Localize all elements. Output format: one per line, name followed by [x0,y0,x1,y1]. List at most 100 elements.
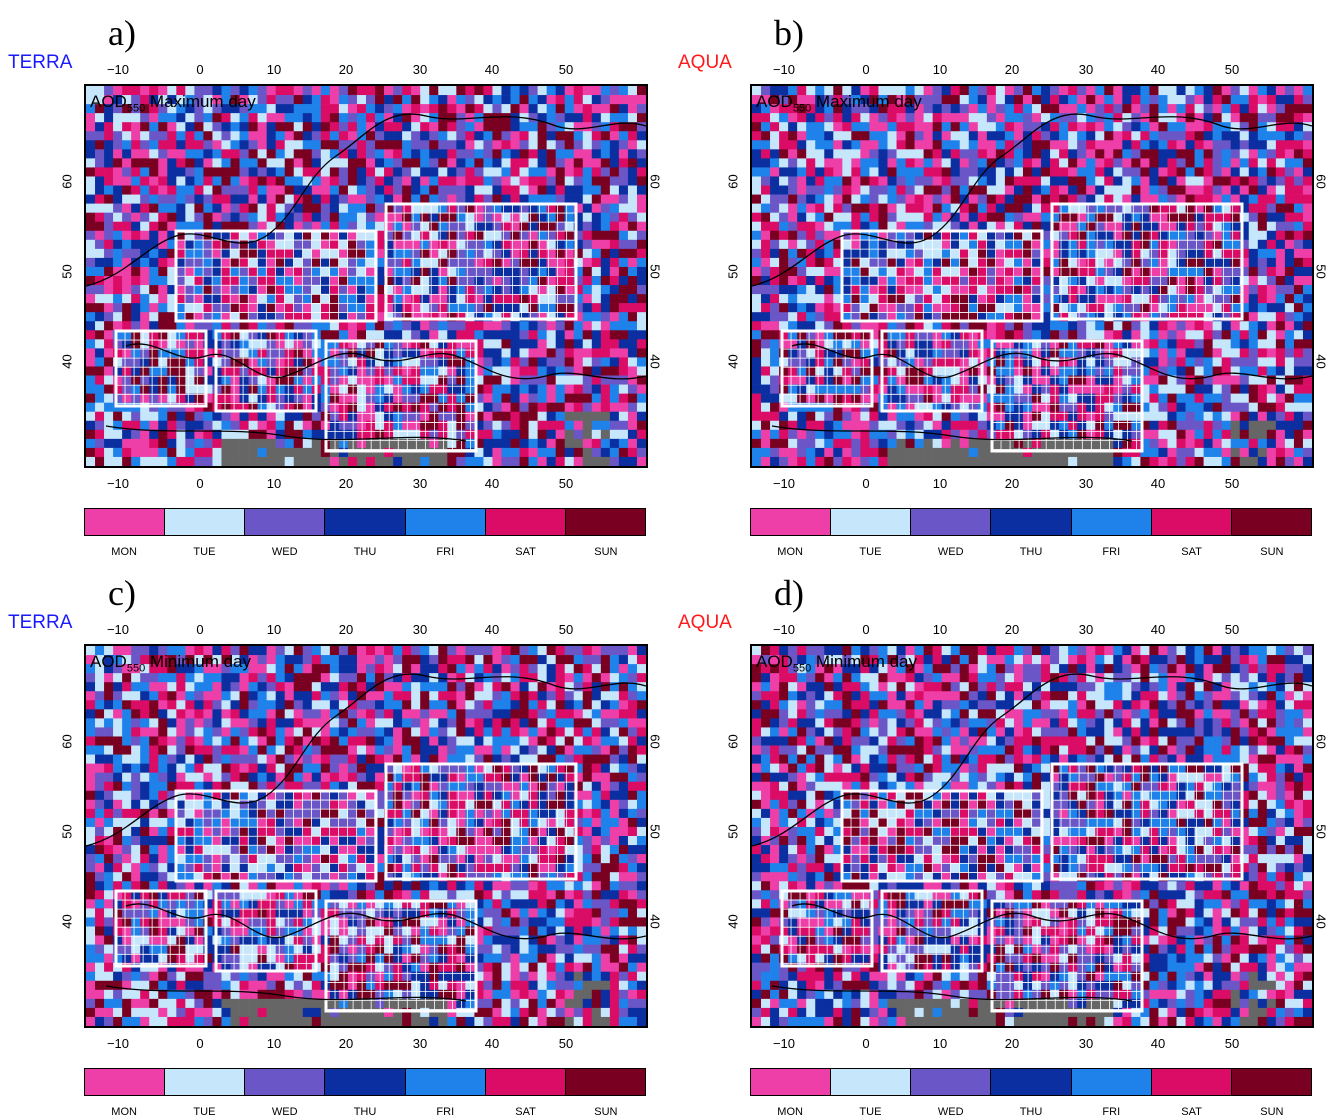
lon-tick-label: 40 [485,622,499,637]
colorbar-swatch-fri [1072,509,1152,535]
title-main: AOD [756,652,793,671]
map-title: AOD550 Maximum day [756,92,922,114]
colorbar-swatch-sat [486,509,566,535]
colorbar-label-thu: THU [354,546,377,558]
lon-tick-label: 50 [1225,1036,1239,1051]
lat-tick-label: 50 [1314,824,1329,838]
colorbar-swatch-sat [486,1069,566,1095]
colorbar-swatch-wed [911,509,991,535]
lon-tick-label: 30 [413,476,427,491]
lon-tick-label: 40 [1151,476,1165,491]
colorbar-label-mon: MON [777,546,803,558]
lon-tick-label: 0 [862,62,869,77]
colorbar-label-tue: TUE [193,1106,215,1118]
lat-tick-label: 50 [726,264,741,278]
lon-tick-label: 0 [196,476,203,491]
lat-tick-label: 60 [726,734,741,748]
colorbar-label-wed: WED [272,1106,298,1118]
colorbar-swatch-tue [831,509,911,535]
colorbar-swatch-mon [751,1069,831,1095]
lon-tick-label: 0 [196,62,203,77]
lon-tick-label: 40 [1151,62,1165,77]
satellite-label: AQUA [678,52,732,74]
lat-tick-label: 50 [1314,264,1329,278]
lon-tick-label: −10 [107,622,129,637]
aod-map: AOD550 Maximum day [750,84,1314,468]
colorbar-swatch-thu [325,1069,405,1095]
title-subscript: 550 [127,662,145,674]
colorbar-swatch-sat [1152,509,1232,535]
lon-tick-label: 20 [1005,1036,1019,1051]
colorbar-label-sun: SUN [594,1106,617,1118]
lon-tick-label: 10 [933,1036,947,1051]
weekday-colorbar [750,1068,1312,1096]
title-main: AOD [756,92,793,111]
lon-tick-label: −10 [773,622,795,637]
colorbar-label-tue: TUE [859,546,881,558]
colorbar-swatch-wed [911,1069,991,1095]
lon-tick-label: 20 [1005,622,1019,637]
aod-grid [752,86,1312,466]
lon-tick-label: −10 [773,476,795,491]
colorbar-swatch-fri [406,1069,486,1095]
colorbar-swatch-fri [406,509,486,535]
colorbar-swatch-tue [165,509,245,535]
lon-tick-label: 20 [1005,476,1019,491]
lon-tick-label: 30 [413,1036,427,1051]
colorbar-label-fri: FRI [1102,546,1120,558]
lat-tick-label: 40 [1314,914,1329,928]
lat-tick-label: 60 [60,734,75,748]
colorbar-swatch-fri [1072,1069,1152,1095]
map-title: AOD550 Minimum day [756,652,917,674]
title-subscript: 550 [127,102,145,114]
colorbar-swatch-mon [751,509,831,535]
lon-tick-label: −10 [107,1036,129,1051]
lon-tick-label: 30 [1079,476,1093,491]
colorbar-swatch-mon [85,1069,165,1095]
lon-tick-label: 10 [267,476,281,491]
lon-tick-label: 40 [485,1036,499,1051]
title-main: AOD [90,92,127,111]
title-subscript: 550 [793,662,811,674]
lon-tick-label: 20 [339,1036,353,1051]
colorbar-label-thu: THU [354,1106,377,1118]
colorbar-swatch-sun [1232,509,1311,535]
aod-map: AOD550 Minimum day [750,644,1314,1028]
colorbar-swatch-sun [566,1069,645,1095]
lon-tick-label: 10 [267,62,281,77]
colorbar-swatch-tue [165,1069,245,1095]
colorbar-label-sat: SAT [1181,546,1202,558]
lon-tick-label: 0 [196,622,203,637]
weekday-colorbar [84,1068,646,1096]
lon-tick-label: 40 [485,62,499,77]
lon-tick-label: −10 [773,62,795,77]
lat-tick-label: 60 [60,174,75,188]
aod-grid [752,646,1312,1026]
aod-map: AOD550 Minimum day [84,644,648,1028]
title-rest: Minimum day [811,652,917,671]
colorbar-label-tue: TUE [859,1106,881,1118]
panel-letter: c) [108,572,136,614]
colorbar-label-sun: SUN [594,546,617,558]
lon-tick-label: −10 [773,1036,795,1051]
colorbar-swatch-wed [245,509,325,535]
colorbar-swatch-mon [85,509,165,535]
colorbar-label-sun: SUN [1260,1106,1283,1118]
lon-tick-label: 0 [862,1036,869,1051]
lat-tick-label: 40 [726,354,741,368]
colorbar-label-mon: MON [111,1106,137,1118]
colorbar-label-tue: TUE [193,546,215,558]
colorbar-swatch-tue [831,1069,911,1095]
colorbar-label-wed: WED [272,546,298,558]
panel-letter: a) [108,12,136,54]
lon-tick-label: 30 [1079,62,1093,77]
lon-tick-label: 10 [267,1036,281,1051]
lat-tick-label: 60 [648,174,663,188]
colorbar-swatch-thu [325,509,405,535]
lon-tick-label: 50 [1225,622,1239,637]
colorbar-label-mon: MON [777,1106,803,1118]
colorbar-label-thu: THU [1020,546,1043,558]
lon-tick-label: 50 [1225,62,1239,77]
